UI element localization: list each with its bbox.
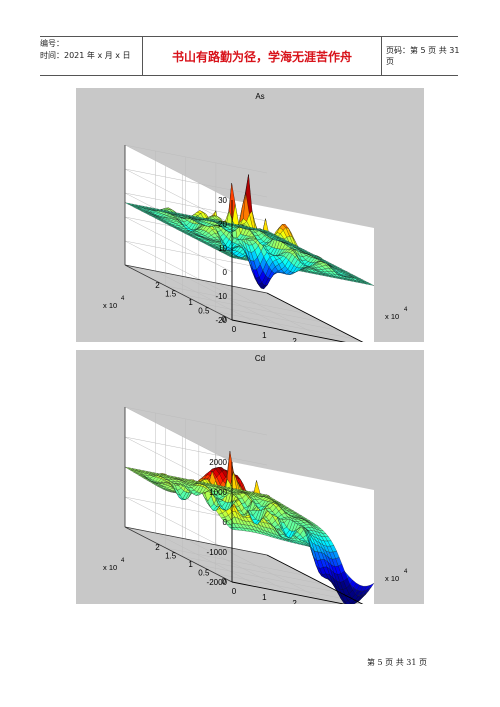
x-multiplier: x 10 <box>385 312 399 321</box>
y-tick-label: 1 <box>188 560 193 569</box>
y-multiplier: x 10 <box>103 301 117 310</box>
y-tick-label: 2 <box>155 281 160 290</box>
y-tick-label: 2 <box>155 543 160 552</box>
chart-title: Cd <box>255 354 265 363</box>
surface-mesh <box>124 174 375 290</box>
gridline <box>124 240 268 270</box>
x-tick-label: 2 <box>292 337 297 342</box>
y-multiplier: x 10 <box>103 563 117 572</box>
chart-title: As <box>255 92 264 101</box>
x-tick-label: 2 <box>292 599 297 604</box>
y-tick-label: 1 <box>188 298 193 307</box>
header-motto: 书山有路勤为径，学海无涯苦作舟 <box>142 37 382 75</box>
y-tick-label: 0.5 <box>198 568 210 577</box>
z-tick-label: 30 <box>218 196 227 205</box>
gridline <box>182 556 325 585</box>
gridline <box>124 144 233 201</box>
z-tick-label: 20 <box>218 220 227 229</box>
gridline <box>215 282 323 339</box>
surface-mesh <box>124 451 375 604</box>
z-tick-label: -2000 <box>207 578 228 587</box>
gridline <box>185 538 293 595</box>
z-tick-label: 2000 <box>209 458 227 467</box>
page-footer: 第 5 页 共 31 页 <box>367 658 427 667</box>
y-tick-label: 0.5 <box>198 306 210 315</box>
x-axis-line <box>231 581 346 604</box>
axis-edge <box>124 526 268 556</box>
gridline <box>198 564 341 594</box>
x-tick-label: 0 <box>232 587 237 596</box>
x-tick-label: 0 <box>232 325 237 334</box>
gridline <box>155 532 263 589</box>
x-tick-label: 1 <box>262 593 267 602</box>
x-axis-line <box>231 319 346 342</box>
gridline <box>155 270 263 327</box>
y-axis-line <box>266 292 364 342</box>
z-tick-label: -20 <box>215 316 227 325</box>
page-header: 编号： 时间：2021 年 x 月 x 日 书山有路勤为径，学海无涯苦作舟 页码… <box>40 36 459 76</box>
gridline <box>124 436 268 466</box>
surface-facet <box>263 229 270 233</box>
gridline <box>215 311 358 340</box>
y-tick-label: 0 <box>222 315 227 324</box>
gridline <box>165 285 308 315</box>
gridline <box>182 294 325 323</box>
x-tick-label: 1 <box>262 331 267 340</box>
gridline <box>185 276 293 333</box>
gridline <box>124 144 268 174</box>
y-axis-line <box>266 554 364 604</box>
gridline <box>215 544 323 601</box>
gridline <box>124 406 268 436</box>
axis-edge <box>124 526 233 583</box>
x-multiplier-exponent: 4 <box>404 307 408 313</box>
y-multiplier-exponent: 4 <box>121 558 125 564</box>
gridline <box>165 547 308 577</box>
y-tick-label: 1.5 <box>165 551 177 560</box>
surface-facet <box>263 494 270 497</box>
header-meta: 编号： 时间：2021 年 x 月 x 日 <box>40 37 140 76</box>
axis-edge <box>124 264 268 294</box>
gridline <box>215 573 358 602</box>
y-multiplier-exponent: 4 <box>121 296 125 302</box>
x-multiplier-exponent: 4 <box>404 569 408 575</box>
z-tick-label: 1000 <box>209 488 227 497</box>
gridline <box>124 216 233 273</box>
axis-edge <box>124 264 233 321</box>
gridline <box>124 168 268 198</box>
y-tick-label: 1.5 <box>165 289 177 298</box>
header-page-info: 页码：第 5 页 共 31 页 <box>386 46 460 66</box>
serial-label: 编号： <box>40 39 64 48</box>
y-tick-label: 0 <box>222 577 227 586</box>
z-tick-label: -1000 <box>207 548 228 557</box>
z-tick-label: 10 <box>218 244 227 253</box>
time-label: 时间：2021 年 x 月 x 日 <box>40 51 131 60</box>
x-multiplier: x 10 <box>385 574 399 583</box>
z-tick-label: -10 <box>215 292 227 301</box>
gridline <box>198 302 341 332</box>
gridline <box>124 240 233 297</box>
z-tick-label: 0 <box>223 518 228 527</box>
gridline <box>124 496 233 553</box>
gridline <box>124 406 233 463</box>
z-tick-label: 0 <box>223 268 228 277</box>
